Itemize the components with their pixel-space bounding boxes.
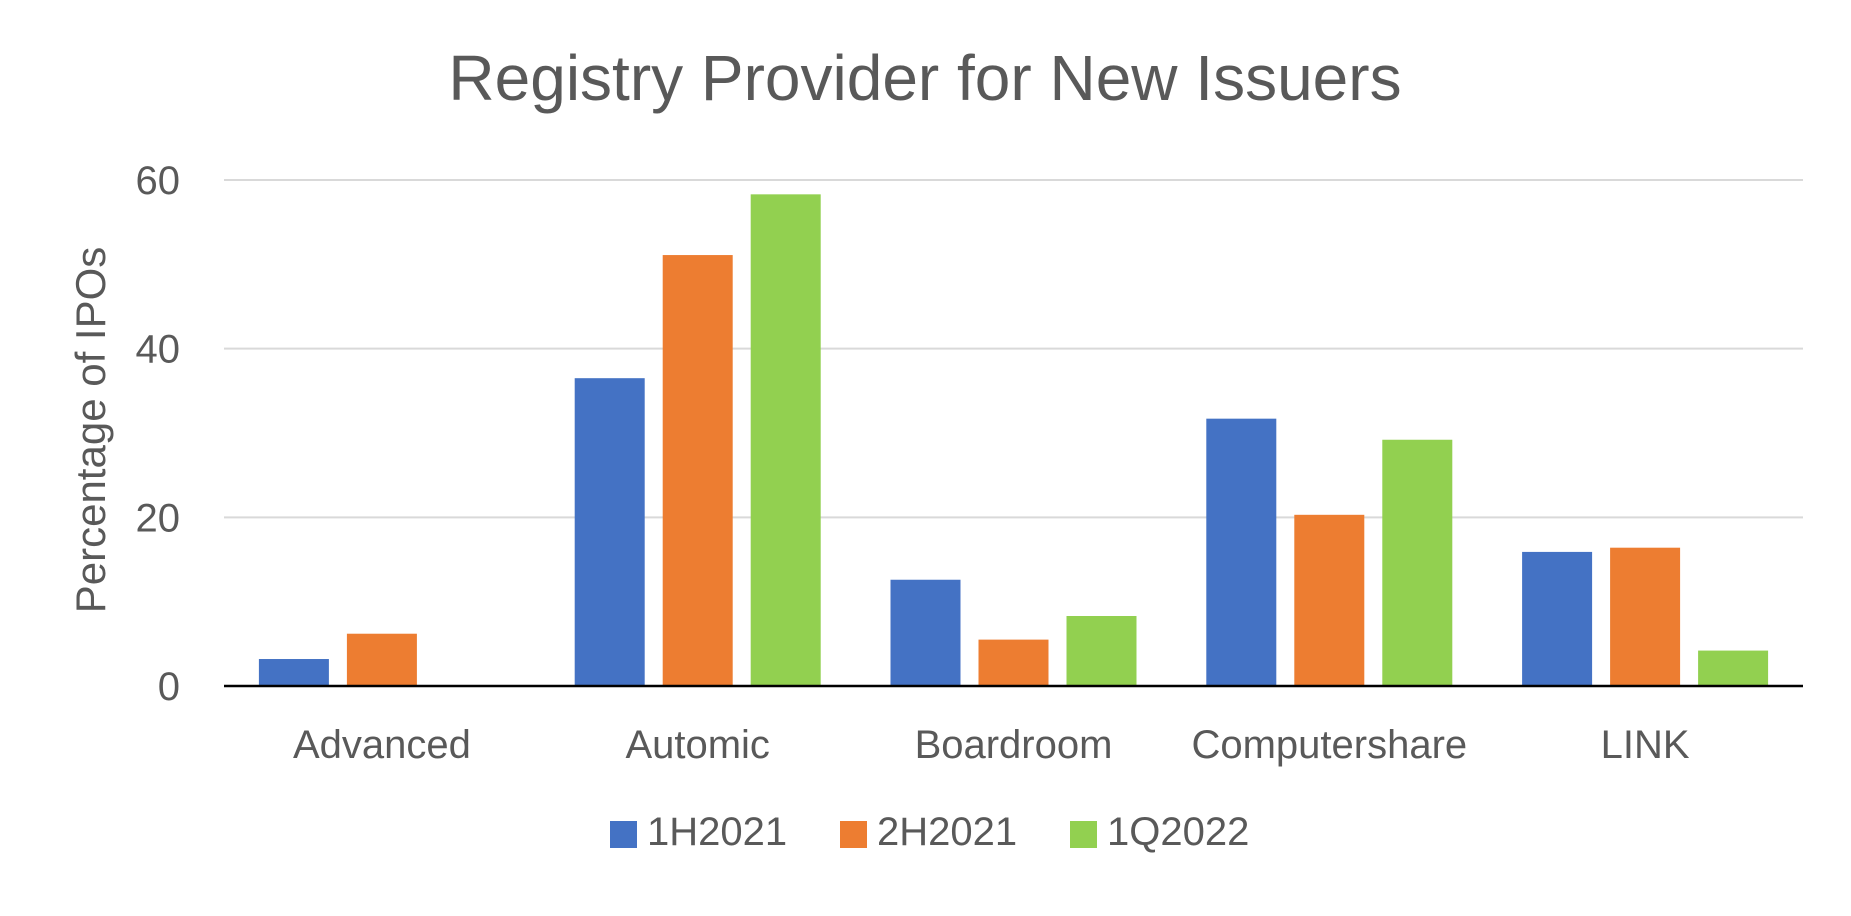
legend-swatch-1Q2022	[1070, 821, 1097, 848]
bar-2H2021-Advanced	[346, 633, 417, 686]
legend-label-1Q2022: 1Q2022	[1107, 810, 1249, 854]
gridlines	[224, 179, 1803, 519]
bar-2H2021-Boardroom	[978, 639, 1049, 686]
y-tick-label: 60	[136, 159, 181, 203]
x-tick-label: Automic	[625, 723, 770, 767]
bar-1H2021-LINK	[1522, 551, 1593, 686]
x-tick-label: Boardroom	[915, 723, 1113, 767]
bar-2H2021-LINK	[1610, 547, 1681, 686]
chart-title: Registry Provider for New Issuers	[448, 42, 1401, 114]
legend-swatch-2H2021	[840, 821, 867, 848]
bar-1H2021-Advanced	[258, 659, 329, 686]
bar-1H2021-Automic	[574, 378, 645, 686]
y-tick-label: 40	[136, 328, 181, 372]
bar-1H2021-Computershare	[1206, 418, 1277, 686]
bar-1Q2022-Computershare	[1382, 439, 1453, 686]
bar-1Q2022-Automic	[750, 194, 821, 686]
bar-1H2021-Boardroom	[890, 579, 961, 686]
bar-1Q2022-Boardroom	[1066, 616, 1137, 686]
legend-swatch-1H2021	[610, 821, 637, 848]
y-tick-label: 20	[136, 496, 181, 540]
bar-1Q2022-LINK	[1698, 650, 1769, 686]
legend-label-2H2021: 2H2021	[877, 810, 1017, 854]
legend-label-1H2021: 1H2021	[647, 810, 787, 854]
y-axis-title: Percentage of IPOs	[67, 247, 114, 614]
legend: 1H2021 2H2021 1Q2022	[610, 810, 1249, 854]
y-tick-label: 0	[158, 665, 180, 709]
bar-2H2021-Automic	[662, 255, 733, 686]
x-tick-label: LINK	[1601, 723, 1690, 767]
x-tick-label: Advanced	[293, 723, 471, 767]
axes: 0 20 40 60 Advanced Automic Boardroom Computers…	[136, 159, 1803, 767]
bars	[258, 194, 1769, 686]
x-tick-label: Computershare	[1191, 723, 1467, 767]
bar-2H2021-Computershare	[1294, 514, 1365, 686]
